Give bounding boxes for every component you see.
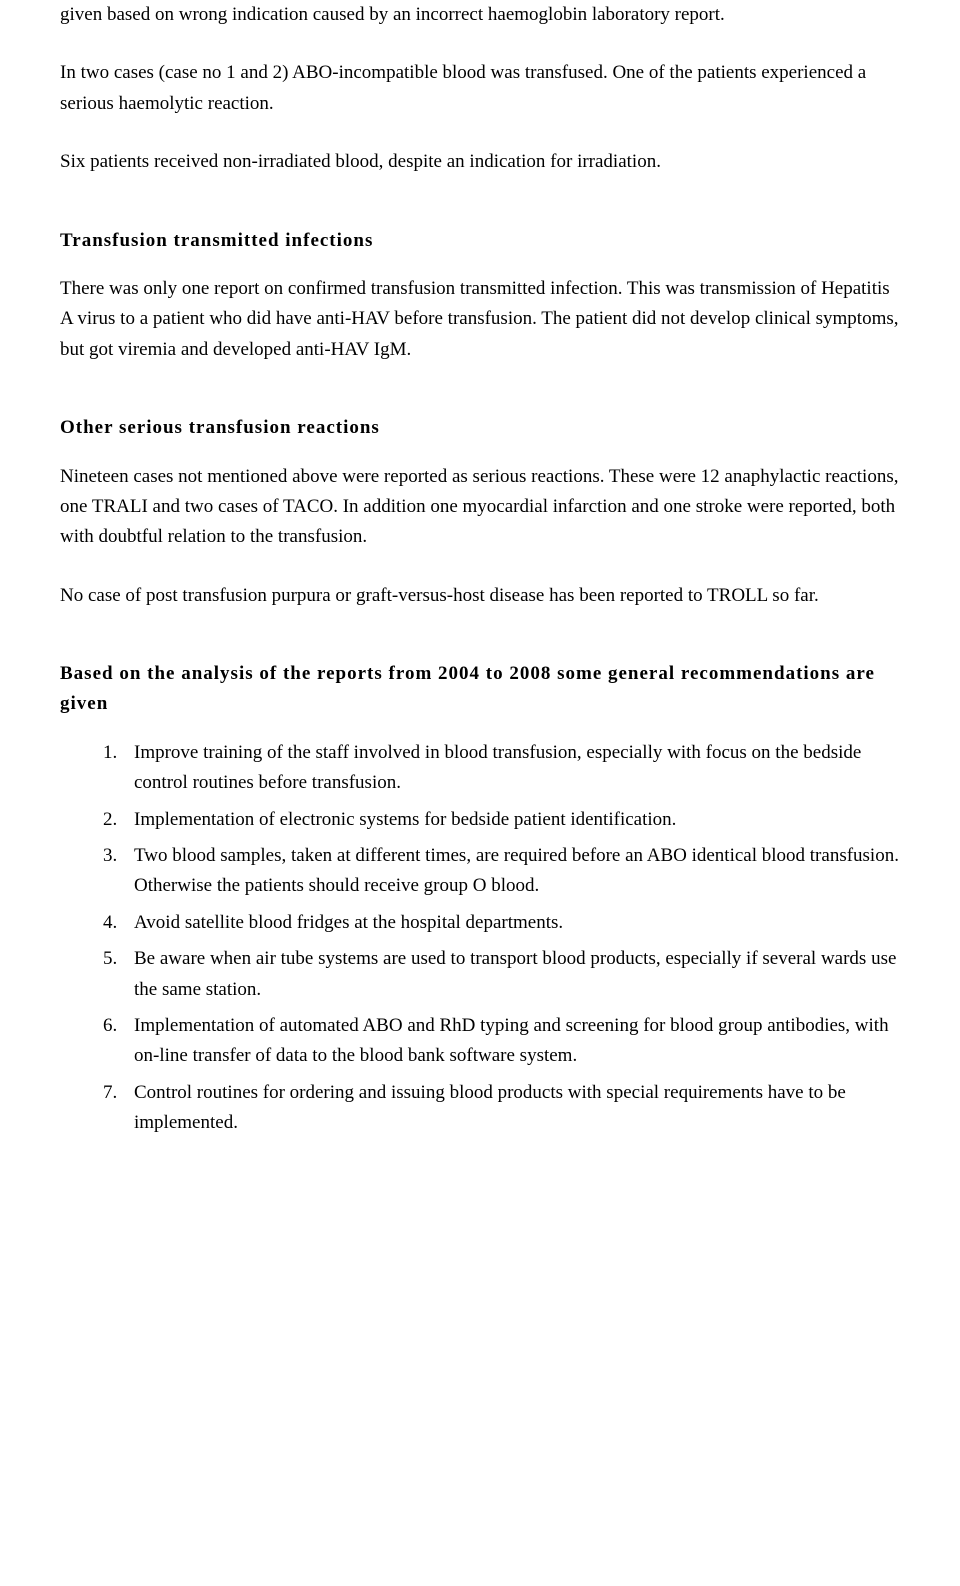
recommendation-item-4: Avoid satellite blood fridges at the hos… [122, 908, 900, 938]
paragraph-3: Six patients received non-irradiated blo… [60, 147, 900, 177]
recommendation-item-6: Implementation of automated ABO and RhD … [122, 1011, 900, 1072]
recommendation-item-1: Improve training of the staff involved i… [122, 738, 900, 799]
recommendation-item-5: Be aware when air tube systems are used … [122, 944, 900, 1005]
heading-transfusion-infections: Transfusion transmitted infections [60, 226, 900, 256]
paragraph-5: Nineteen cases not mentioned above were … [60, 462, 900, 553]
recommendation-item-2: Implementation of electronic systems for… [122, 805, 900, 835]
paragraph-6: No case of post transfusion purpura or g… [60, 581, 900, 611]
heading-other-reactions: Other serious transfusion reactions [60, 413, 900, 443]
recommendation-item-3: Two blood samples, taken at different ti… [122, 841, 900, 902]
recommendations-list: Improve training of the staff involved i… [60, 738, 900, 1139]
recommendation-item-7: Control routines for ordering and issuin… [122, 1078, 900, 1139]
paragraph-2: In two cases (case no 1 and 2) ABO-incom… [60, 58, 900, 119]
heading-recommendations: Based on the analysis of the reports fro… [60, 659, 900, 720]
paragraph-4: There was only one report on confirmed t… [60, 274, 900, 365]
paragraph-1: given based on wrong indication caused b… [60, 0, 900, 30]
